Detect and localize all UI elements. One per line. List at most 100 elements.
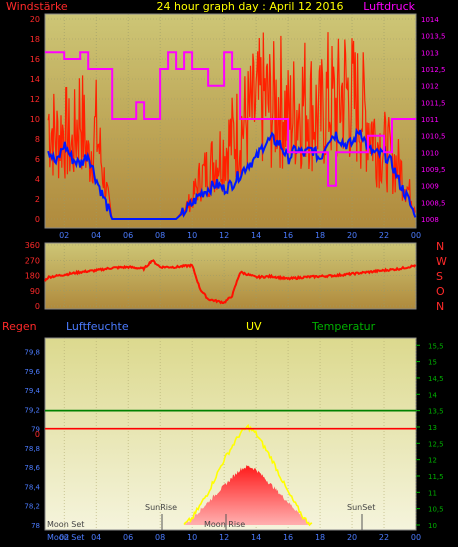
x-tick: 22 <box>379 533 389 542</box>
wind-y-tick: 6 <box>35 155 40 164</box>
x-tick: 04 <box>91 533 101 542</box>
wind-y-tick: 18 <box>30 35 40 44</box>
humidity-tick: 78,2 <box>24 503 40 511</box>
wind-y-tick: 2 <box>35 195 40 204</box>
pressure-tick: 1008,5 <box>421 199 446 207</box>
pressure-tick: 1010 <box>421 149 439 157</box>
humidity-tick: 79 <box>31 426 40 434</box>
moon-rise-label: Moon Rise <box>204 520 245 529</box>
humidity-tick: 78 <box>31 522 40 530</box>
temperature-tick: 15 <box>428 359 437 367</box>
x-tick: 06 <box>123 533 133 542</box>
x-tick: 06 <box>123 231 133 240</box>
wind-y-tick: 20 <box>30 15 40 24</box>
humidity-tick: 79,6 <box>24 368 40 376</box>
humidity-tick: 79,8 <box>24 349 40 357</box>
x-tick: 08 <box>155 533 165 542</box>
temperature-y-axis: 10 10,5 11 11,5 12 12,5 13 13,5 14 14,5 15 15,5 <box>416 342 444 530</box>
sunset-marker: SunSet <box>347 503 375 530</box>
wind-direction-line <box>44 259 417 305</box>
wind-y-axis: 0 2 4 6 8 10 12 14 16 18 20 <box>30 15 40 224</box>
uv-line <box>183 423 313 527</box>
temperature-tick: 15,5 <box>428 342 444 350</box>
sunrise-label: SunRise <box>145 503 177 512</box>
humidity-tick: 79,4 <box>24 387 40 395</box>
x-tick: 08 <box>155 231 165 240</box>
x-tick: 14 <box>251 533 261 542</box>
temperature-label: Temperatur <box>311 320 376 333</box>
moon-rise-marker: Moon Rise <box>204 514 245 530</box>
x-tick: 10 <box>187 533 197 542</box>
direction-y-tick: 90 <box>30 287 40 296</box>
temperature-tick: 14,5 <box>428 375 444 383</box>
x-tick: 04 <box>91 231 101 240</box>
pressure-tick: 1009,5 <box>421 166 446 174</box>
wind-y-tick: 12 <box>30 95 40 104</box>
wind-speed-line <box>47 32 416 220</box>
rain-value-label: 0 <box>35 430 40 439</box>
wind-y-tick: 14 <box>30 75 40 84</box>
sunrise-marker: SunRise <box>145 503 177 530</box>
x-tick: 02 <box>59 231 69 240</box>
direction-panel <box>44 242 417 310</box>
compass-letter: N <box>436 300 444 313</box>
temperature-tick: 13 <box>428 424 437 432</box>
pressure-tick: 1012,5 <box>421 66 446 74</box>
compass-letter: S <box>436 270 443 283</box>
x-tick: 02 <box>59 533 69 542</box>
pressure-tick: 1011,5 <box>421 99 446 107</box>
compass-letter: O <box>436 285 445 298</box>
temperature-tick: 11,5 <box>428 473 444 481</box>
wind-y-tick: 4 <box>35 175 40 184</box>
humidity-tick: 78,4 <box>24 483 40 491</box>
direction-y-tick: 270 <box>25 256 40 265</box>
x-axis-top: 02 04 06 08 10 12 14 16 18 20 22 00 <box>59 231 421 240</box>
sunset-label: SunSet <box>347 503 375 512</box>
direction-y-tick: 180 <box>25 272 40 281</box>
humidity-tick: 78,8 <box>24 445 40 453</box>
pressure-tick: 1013 <box>421 49 439 57</box>
wind-y-tick: 8 <box>35 135 40 144</box>
pressure-axis-title: Luftdruck <box>363 0 415 13</box>
wind-y-tick: 0 <box>35 215 40 224</box>
temperature-tick: 14 <box>428 391 437 399</box>
x-tick: 12 <box>219 231 229 240</box>
pressure-line <box>45 51 416 187</box>
x-axis-bottom: 02 04 06 08 10 12 14 16 18 20 22 00 <box>59 533 421 542</box>
rain-label: Regen <box>2 320 37 333</box>
wind-y-tick: 16 <box>30 55 40 64</box>
temperature-tick: 10 <box>428 522 437 530</box>
x-tick: 22 <box>379 231 389 240</box>
pressure-tick: 1009 <box>421 183 439 191</box>
x-tick: 14 <box>251 231 261 240</box>
x-tick: 16 <box>283 231 293 240</box>
uv-label: UV <box>246 320 262 333</box>
direction-y-tick: 0 <box>35 302 40 311</box>
pressure-y-axis: 1008 1008,5 1009 1009,5 1010 1010,5 1011 1011,5… <box>421 16 446 224</box>
compass-letter: W <box>436 255 447 268</box>
x-tick: 20 <box>347 533 357 542</box>
temperature-tick: 10,5 <box>428 506 444 514</box>
pressure-tick: 1008 <box>421 216 439 224</box>
x-tick: 20 <box>347 231 357 240</box>
x-tick: 18 <box>315 533 325 542</box>
temperature-tick: 11 <box>428 489 437 497</box>
humidity-label: Luftfeuchte <box>66 320 129 333</box>
moon-set-label-bottom: Moon Set <box>47 533 84 542</box>
pressure-tick: 1010,5 <box>421 133 446 141</box>
x-tick: 00 <box>411 533 421 542</box>
x-tick: 12 <box>219 533 229 542</box>
compass-letter: N <box>436 240 444 253</box>
x-tick: 18 <box>315 231 325 240</box>
wind-y-tick: 10 <box>30 115 40 124</box>
chart-title: 24 hour graph day : April 12 2016 <box>157 0 344 13</box>
x-tick: 00 <box>411 231 421 240</box>
direction-y-axis: 0 90 180 270 360 <box>25 241 40 311</box>
humidity-tick: 79,2 <box>24 406 40 414</box>
direction-y-tick: 360 <box>25 241 40 250</box>
wind-axis-title: Windstärke <box>6 0 68 13</box>
pressure-tick: 1013,5 <box>421 33 446 41</box>
pressure-tick: 1012 <box>421 83 439 91</box>
temperature-tick: 13,5 <box>428 408 444 416</box>
